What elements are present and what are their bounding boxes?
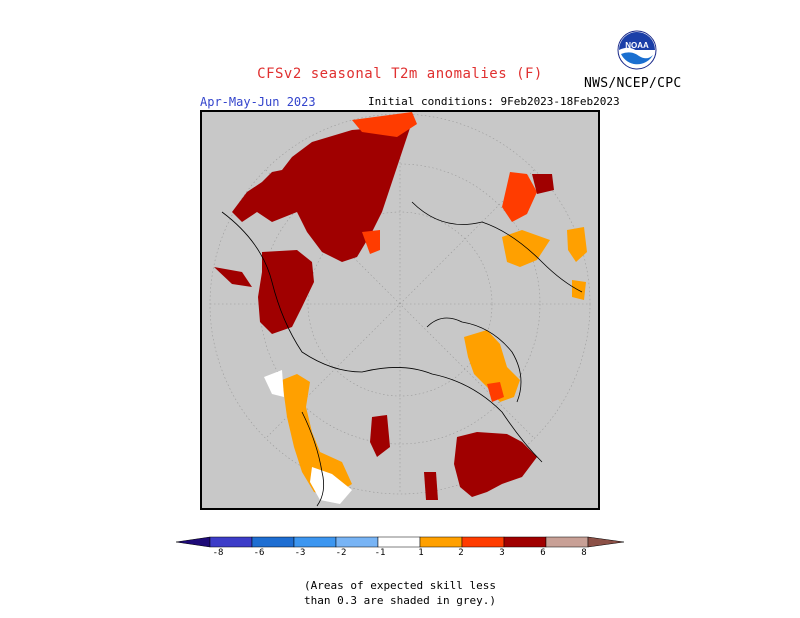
- skill-footnote-line: than 0.3 are shaded in grey.): [303, 594, 497, 607]
- colorbar-2to3: [461, 536, 505, 548]
- colorbar-tick: -3: [294, 548, 306, 558]
- season-label: Apr-May-Jun 2023: [200, 95, 316, 109]
- colorbar-6to-3: [251, 536, 295, 548]
- anomaly-2to3-greenland: [487, 382, 504, 402]
- colorbar-tick: -6: [253, 548, 265, 558]
- colorbar-tick: 1: [418, 548, 424, 558]
- colorbar-3to-2: [293, 536, 337, 548]
- colorbar-8to-6: [209, 536, 253, 548]
- anomaly-1to2-greenland: [464, 330, 520, 402]
- noaa-logo: NOAA: [617, 30, 657, 70]
- colorbar-tick: 6: [540, 548, 546, 558]
- colorbar-tick: -8: [212, 548, 224, 558]
- polar-map: [200, 110, 600, 510]
- colorbar-gt8: [587, 536, 625, 548]
- colorbar-2to-1: [335, 536, 379, 548]
- colorbar-lt-8: [175, 536, 211, 548]
- anomaly-2to3-siberia: [352, 112, 417, 254]
- anomaly-1to2-europe: [502, 227, 587, 300]
- colorbar-tick: 8: [581, 548, 587, 558]
- colorbar-tick: 2: [458, 548, 464, 558]
- colorbar-tick: -2: [335, 548, 347, 558]
- neutral-alaska: [264, 370, 352, 504]
- colorbar-1to2: [419, 536, 463, 548]
- colorbar-neutral: [377, 536, 421, 548]
- colorbar-tick: -1: [374, 548, 386, 558]
- agency-label: NWS/NCEP/CPC: [584, 76, 682, 91]
- initial-conditions-label: Initial conditions: 9Feb2023-18Feb2023: [368, 95, 620, 108]
- skill-footnote-line: (Areas of expected skill less: [303, 579, 497, 592]
- anomaly-2to3-europe: [502, 172, 537, 222]
- graticule: [209, 113, 591, 495]
- colorbar-6to8: [545, 536, 589, 548]
- colorbar: [175, 536, 625, 548]
- colorbar-tick: 3: [499, 548, 505, 558]
- anomaly-3to6-europe: [532, 174, 554, 194]
- anomaly-1to2-alaska: [282, 374, 352, 497]
- colorbar-3to6: [503, 536, 547, 548]
- anomaly-3to6-canada: [370, 415, 537, 500]
- map-title: CFSv2 seasonal T2m anomalies (F): [257, 66, 543, 82]
- noaa-logo-text: NOAA: [625, 41, 649, 50]
- anomaly-3to6-siberia: [214, 122, 412, 334]
- coastlines: [221, 201, 583, 507]
- skill-footnote: (Areas of expected skill less than 0.3 a…: [0, 578, 800, 608]
